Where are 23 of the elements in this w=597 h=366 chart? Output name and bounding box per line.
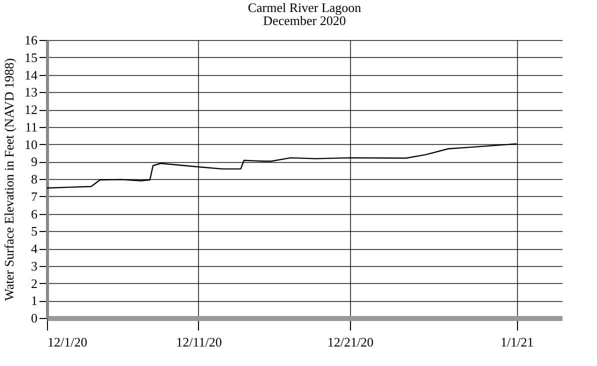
y-tick-label: 7 [31, 188, 38, 204]
y-tick-label: 13 [24, 84, 38, 100]
y-tick-label: 10 [24, 136, 38, 152]
y-tick-label: 15 [24, 50, 38, 65]
x-tick-label: 1/1/21 [500, 334, 534, 350]
y-tick-label: 0 [31, 310, 38, 326]
y-axis-title: Water Surface Elevation in Feet (NAVD 1988) [2, 58, 16, 301]
y-tick-label: 1 [31, 293, 38, 308]
y-tick-label: 2 [31, 276, 38, 291]
y-tick-label: 9 [31, 154, 38, 170]
y-tick-label: 6 [31, 206, 38, 222]
x-tick-label: 12/11/20 [176, 334, 222, 350]
y-tick-label: 12 [24, 102, 38, 117]
y-tick-label: 16 [24, 32, 38, 48]
chart-title: Carmel River Lagoon [248, 0, 362, 15]
x-tick-label: 12/1/20 [48, 334, 88, 350]
y-tick-label: 5 [31, 224, 38, 239]
y-tick-label: 3 [31, 258, 38, 274]
y-tick-label: 8 [31, 172, 38, 186]
y-tick-label: 14 [24, 67, 38, 82]
y-tick-label: 4 [31, 241, 38, 256]
x-tick-label: 12/21/20 [327, 334, 374, 350]
y-tick-label: 11 [24, 119, 38, 134]
